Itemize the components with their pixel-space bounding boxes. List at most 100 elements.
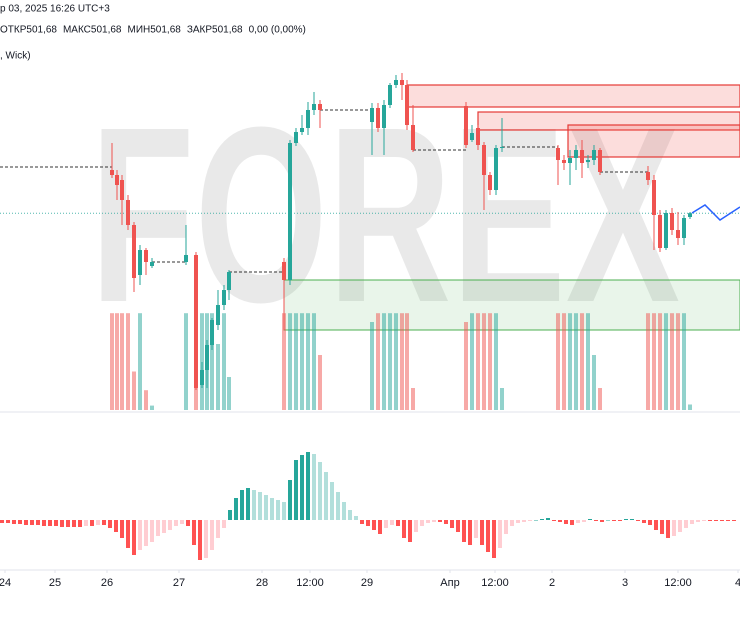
volume-bar	[306, 313, 310, 410]
candle-body	[470, 133, 474, 140]
projection-line	[691, 204, 740, 221]
oscillator-bar	[642, 520, 646, 523]
resistance-zone	[567, 124, 740, 158]
oscillator-bar	[240, 490, 244, 520]
oscillator-bar	[468, 520, 472, 545]
oscillator-bar	[60, 520, 64, 527]
oscillator-bar	[624, 519, 628, 520]
oscillator-bar	[120, 520, 124, 538]
candle-body	[400, 80, 404, 85]
candle-body	[318, 104, 322, 110]
oscillator-bar	[312, 454, 316, 520]
candle-body	[562, 160, 566, 163]
oscillator-bar	[300, 455, 304, 520]
volume-bar	[670, 313, 674, 410]
oscillator-bar	[84, 520, 88, 526]
oscillator-bar	[168, 520, 172, 530]
oscillator-bar	[132, 520, 136, 555]
candle-body	[194, 255, 198, 388]
volume-bar	[676, 313, 680, 410]
oscillator-bar	[684, 520, 688, 528]
volume-bar	[394, 313, 398, 410]
volume-bar	[574, 313, 578, 410]
x-tick-label: 3	[622, 577, 628, 589]
oscillator-bar	[252, 490, 256, 520]
oscillator-bar	[552, 520, 556, 521]
oscillator-bar	[612, 520, 616, 521]
x-tick-label: 24	[0, 577, 11, 589]
volume-bar	[494, 313, 498, 410]
volume-bar	[115, 313, 119, 410]
volume-bar	[200, 313, 204, 410]
volume-bar	[592, 355, 596, 410]
x-tick-label: 25	[49, 577, 61, 589]
oscillator-bar	[720, 520, 724, 521]
oscillator-bar	[378, 520, 382, 534]
oscillator-bar	[540, 519, 544, 520]
oscillator-bar	[696, 520, 700, 522]
x-tick-label: 26	[101, 577, 113, 589]
oscillator-bar	[510, 520, 514, 526]
oscillator-bar	[12, 520, 16, 524]
oscillator-bar	[690, 520, 694, 524]
volume-bar	[400, 313, 404, 410]
candle-body	[288, 143, 292, 280]
volume-bar	[405, 313, 409, 410]
volume-bar	[312, 313, 316, 410]
oscillator-bar	[270, 498, 274, 520]
candle-body	[110, 170, 114, 175]
candle-body	[227, 272, 231, 290]
volume-bar	[580, 313, 584, 410]
resistance-zone	[407, 84, 740, 108]
oscillator-bar	[666, 520, 670, 538]
oscillator-bar	[282, 502, 286, 520]
candle-body	[646, 172, 650, 180]
oscillator-bar	[714, 520, 718, 521]
oscillator-bar	[156, 520, 160, 536]
candle-body	[482, 145, 486, 175]
volume-bar	[144, 390, 148, 410]
volume-bar	[586, 313, 590, 410]
ohlc-value: ОТКР501,68	[0, 25, 57, 36]
oscillator-bar	[588, 519, 592, 520]
oscillator-bar	[336, 492, 340, 520]
oscillator-bar	[204, 520, 208, 558]
candle-body	[370, 108, 374, 122]
x-tick-label: 12:00	[296, 577, 324, 589]
candle-body	[556, 148, 560, 160]
oscillator-bar	[186, 520, 190, 526]
candle-body	[688, 213, 692, 217]
x-tick-label: 2	[549, 577, 555, 589]
oscillator-bar	[96, 520, 100, 525]
oscillator-bar	[594, 520, 598, 521]
oscillator-bar	[18, 520, 22, 524]
candle-body	[205, 345, 209, 370]
oscillator-bar	[630, 519, 634, 520]
volume-bar	[500, 388, 504, 410]
candle-body	[184, 255, 188, 262]
candle-body	[574, 150, 578, 158]
ohlc-value: МИН501,68	[128, 25, 182, 36]
oscillator-bar	[276, 500, 280, 520]
oscillator-bar	[708, 520, 712, 521]
oscillator-bar	[456, 520, 460, 532]
oscillator-bar	[36, 520, 40, 525]
x-tick-label: 28	[256, 577, 268, 589]
candle-body	[568, 158, 572, 163]
volume-bar	[388, 313, 392, 410]
candle-body	[664, 213, 668, 248]
oscillator-bar	[192, 520, 196, 545]
volume-bar	[300, 313, 304, 410]
oscillator-bar	[72, 520, 76, 527]
oscillator-bar	[678, 520, 682, 532]
oscillator-bar	[24, 520, 28, 525]
candle-body	[394, 80, 398, 85]
oscillator-bar	[102, 520, 106, 525]
oscillator-bar	[180, 520, 184, 524]
candle-body	[382, 105, 386, 128]
oscillator-bar	[354, 516, 358, 520]
oscillator-bar	[288, 480, 292, 520]
candle-body	[658, 215, 662, 248]
oscillator-bar	[606, 520, 610, 521]
volume-bar	[556, 313, 560, 410]
